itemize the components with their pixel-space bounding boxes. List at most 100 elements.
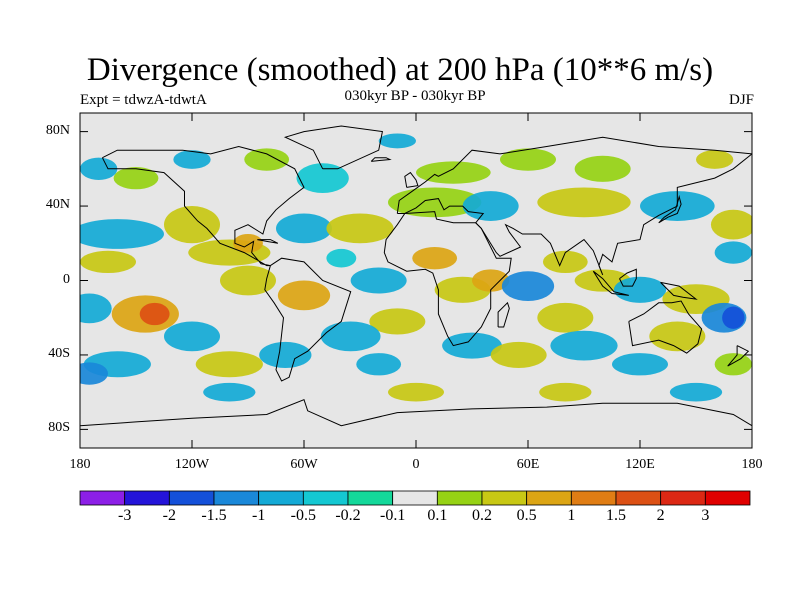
- colorbar-label: 0.1: [427, 507, 448, 524]
- field-contour: [164, 321, 220, 352]
- season-label: DJF: [728, 92, 754, 108]
- coastline: [592, 270, 629, 296]
- field-contour: [80, 362, 108, 385]
- colorbar-label: 3: [701, 507, 710, 524]
- colorbar-swatch: [392, 490, 438, 506]
- colorbar-swatch: [258, 490, 304, 506]
- field-contour: [412, 246, 458, 270]
- colorbar-swatch: [436, 490, 483, 506]
- field-contour: [612, 353, 668, 376]
- field-contour: [369, 308, 426, 335]
- colorbar-label: -2: [162, 507, 176, 524]
- lon-tick-label: 60W: [290, 457, 318, 472]
- field-contour: [113, 166, 159, 190]
- colorbar-label: 1.5: [606, 507, 626, 524]
- field-contour: [203, 382, 256, 402]
- field-contour: [472, 269, 510, 292]
- colorbar-label: 1: [567, 507, 576, 524]
- field-contour: [80, 293, 112, 324]
- field-contour: [539, 382, 592, 402]
- axis-ticks: [79, 113, 753, 448]
- field-contour: [416, 161, 491, 184]
- field-contour: [500, 148, 556, 171]
- field-contour: [233, 233, 263, 253]
- field-contour: [164, 206, 220, 244]
- field-contour: [139, 302, 170, 326]
- field-contour: [80, 219, 164, 249]
- field-contour: [574, 155, 631, 182]
- coastline: [257, 239, 279, 244]
- lon-tick-label: 120E: [625, 457, 655, 472]
- field-contour: [714, 241, 752, 264]
- field-contour: [542, 250, 588, 274]
- field-contour: [550, 330, 618, 361]
- field-contour: [537, 302, 594, 333]
- colorbar-swatch: [79, 490, 126, 506]
- field-contour: [722, 306, 745, 329]
- coastline: [497, 301, 510, 328]
- coastline: [264, 257, 352, 382]
- colorbar-swatch: [615, 490, 662, 506]
- field-contour: [696, 150, 734, 169]
- lat-tick-label: 0: [63, 271, 70, 287]
- field-contour: [649, 321, 706, 352]
- colorbar-swatch: [168, 490, 215, 506]
- field-contour: [462, 191, 519, 221]
- colorbar-label: -3: [117, 507, 132, 524]
- field-contour: [490, 341, 547, 368]
- colorbar-label: 0.5: [516, 507, 537, 524]
- divergence-field: [80, 133, 752, 402]
- field-contour: [388, 382, 444, 402]
- lat-tick-label: 80N: [45, 122, 70, 138]
- lat-tick-label: 40S: [48, 345, 70, 361]
- colorbar-label: -0.1: [379, 507, 406, 524]
- colorbar-swatch: [347, 490, 394, 506]
- field-contour: [244, 148, 290, 171]
- coastlines: [80, 125, 752, 427]
- field-contour: [378, 133, 417, 149]
- coastline: [370, 157, 392, 162]
- colorbar-swatch: [660, 490, 706, 506]
- coastline: [283, 125, 383, 170]
- lon-tick-label: 60E: [516, 457, 540, 472]
- field-contour: [277, 280, 331, 311]
- colorbar-label: -0.5: [290, 507, 316, 524]
- colorbar-swatch: [481, 490, 528, 506]
- chart-title: Divergence (smoothed) at 200 hPa (10**6 …: [86, 52, 714, 88]
- field-contour: [326, 213, 394, 244]
- field-contour: [296, 163, 349, 194]
- lon-tick-label: 180: [69, 457, 91, 472]
- field-contour: [173, 150, 211, 169]
- field-contour: [356, 353, 402, 376]
- colorbar-label: -1: [251, 507, 266, 524]
- field-contour: [195, 351, 263, 378]
- field-contour: [537, 187, 631, 218]
- coastline: [619, 268, 637, 287]
- coastline: [383, 211, 512, 347]
- coastline: [628, 300, 703, 354]
- field-contour: [259, 341, 312, 368]
- field-contour: [80, 157, 118, 180]
- lon-tick-label: 180: [741, 457, 763, 472]
- colorbar-label: -0.2: [335, 507, 361, 524]
- field-contour: [350, 267, 407, 294]
- field-contour: [220, 265, 276, 296]
- colorbar-label: 0.2: [472, 507, 492, 524]
- coastline: [660, 281, 698, 300]
- lon-tick-label: 120W: [174, 457, 210, 472]
- colorbar-swatch: [302, 490, 349, 506]
- period-label: 030kyr BP - 030kyr BP: [344, 88, 486, 104]
- field-contour: [442, 332, 502, 359]
- field-contour: [326, 248, 357, 268]
- lat-tick-label: 80S: [48, 420, 70, 436]
- coastline: [658, 194, 682, 224]
- colorbar-swatch: [213, 490, 260, 506]
- coastline: [80, 398, 752, 427]
- field-contour: [276, 213, 332, 244]
- colorbar-swatch: [526, 490, 572, 506]
- field-contour: [714, 353, 752, 376]
- colorbar-label: 2: [656, 507, 665, 524]
- field-contour: [320, 321, 381, 352]
- experiment-label: Expt = tdwzA-tdwtA: [80, 92, 207, 108]
